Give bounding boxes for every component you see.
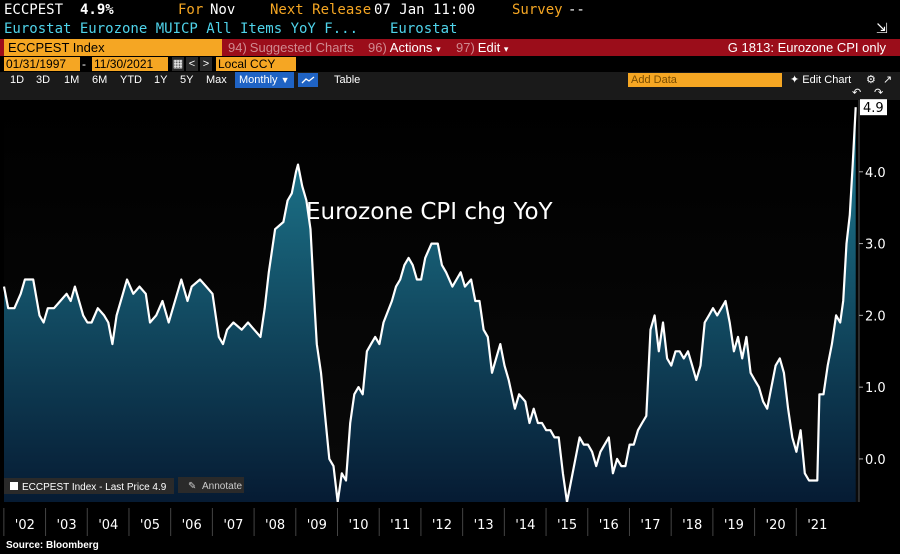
next-release-label: Next Release bbox=[270, 2, 372, 18]
edit-chart-label: Edit Chart bbox=[802, 74, 852, 86]
y-tick-label: 1.0 bbox=[865, 381, 886, 396]
x-tick-label: '12 bbox=[432, 518, 452, 533]
x-tick-label: '19 bbox=[724, 518, 744, 533]
cpi-area-fill bbox=[4, 107, 856, 502]
for-label: For bbox=[178, 2, 204, 18]
next-period-icon[interactable]: > bbox=[200, 57, 212, 71]
frequency-caret-icon: ▼ bbox=[280, 75, 290, 85]
chart-id-title: G 1813: Eurozone CPI only bbox=[727, 40, 886, 55]
suggested-charts-label: Suggested Charts bbox=[249, 40, 354, 55]
end-date-input[interactable]: 11/30/2021 bbox=[92, 57, 168, 71]
actions-caret-icon: ▾ bbox=[436, 44, 441, 54]
security-description: Eurostat Eurozone MUICP All Items YoY F.… bbox=[4, 21, 359, 37]
add-data-input[interactable]: Add Data bbox=[628, 73, 782, 87]
x-tick-label: '11 bbox=[390, 518, 410, 533]
survey-value: -- bbox=[568, 2, 585, 18]
settings-icon[interactable]: ⚙ bbox=[866, 74, 876, 86]
x-tick-label: '21 bbox=[807, 518, 827, 533]
y-tick-label: 2.0 bbox=[865, 309, 886, 324]
security-field[interactable]: ECCPEST Index bbox=[4, 39, 222, 56]
annotate-pencil-icon: ✎ bbox=[188, 481, 196, 492]
x-tick-label: '17 bbox=[640, 518, 660, 533]
range-6m-button[interactable]: 6M bbox=[92, 74, 108, 86]
frequency-value: Monthly bbox=[239, 74, 278, 86]
range-3d-button[interactable]: 3D bbox=[36, 74, 51, 86]
x-tick-label: '15 bbox=[557, 518, 577, 533]
cpi-series-line bbox=[2, 107, 857, 504]
range-max-button[interactable]: Max bbox=[206, 74, 227, 86]
edit-caret-icon: ▾ bbox=[503, 44, 509, 54]
x-tick-label: '18 bbox=[682, 518, 702, 533]
x-tick-label: '16 bbox=[599, 518, 619, 533]
next-release-value: 07 Jan 11:00 bbox=[374, 2, 476, 18]
edit-chart-button[interactable]: ✦ Edit Chart bbox=[790, 72, 851, 88]
x-tick-label: '02 bbox=[15, 518, 35, 533]
last-price: 4.9% bbox=[80, 2, 114, 18]
redo-icon[interactable]: ↷ bbox=[874, 87, 884, 99]
frequency-select[interactable]: Monthly ▼ bbox=[235, 72, 294, 88]
y-tick-label: 4.0 bbox=[865, 166, 886, 181]
line-chart-icon[interactable] bbox=[298, 73, 318, 87]
legend-swatch bbox=[10, 482, 18, 490]
suggested-charts-number: 94) bbox=[228, 40, 247, 55]
y-tick-label: 3.0 bbox=[865, 238, 886, 253]
edit-label: Edit bbox=[477, 40, 501, 55]
export-icon[interactable]: ↗ bbox=[883, 74, 893, 86]
x-tick-label: '08 bbox=[265, 518, 285, 533]
x-tick-label: '06 bbox=[182, 518, 202, 533]
range-1y-button[interactable]: 1Y bbox=[154, 74, 168, 86]
share-icon[interactable]: ⇲ bbox=[876, 20, 888, 36]
x-tick-label: '10 bbox=[348, 518, 368, 533]
start-date-input[interactable]: 01/31/1997 bbox=[4, 57, 80, 71]
legend-label: ECCPEST Index - Last Price 4.9 bbox=[22, 482, 167, 493]
source-footnote: Source: Bloomberg bbox=[6, 540, 99, 551]
currency-select[interactable]: Local CCY bbox=[216, 57, 296, 71]
last-value-label: 4.9 bbox=[863, 101, 884, 116]
range-ytd-button[interactable]: YTD bbox=[120, 74, 142, 86]
x-tick-label: '05 bbox=[140, 518, 160, 533]
undo-icon[interactable]: ↶ bbox=[852, 87, 862, 99]
annotate-background bbox=[178, 477, 244, 493]
x-tick-label: '07 bbox=[223, 518, 243, 533]
range-1m-button[interactable]: 1M bbox=[64, 74, 80, 86]
calendar-icon[interactable]: ▦ bbox=[172, 57, 184, 71]
ticker-label: ECCPEST bbox=[4, 2, 64, 18]
legend-background bbox=[4, 478, 174, 494]
wrench-icon: ✦ bbox=[790, 74, 800, 86]
annotate-label: Annotate bbox=[202, 481, 242, 492]
range-1d-button[interactable]: 1D bbox=[10, 74, 25, 86]
annotate-button: ✎ Annotate bbox=[178, 477, 244, 493]
chart-title: Eurozone CPI chg YoY bbox=[306, 199, 554, 225]
x-axis-band bbox=[4, 502, 859, 538]
date-range-separator: - bbox=[82, 57, 86, 71]
x-tick-label: '14 bbox=[515, 518, 535, 533]
x-tick-label: '20 bbox=[766, 518, 786, 533]
suggested-charts-button[interactable]: 94) Suggested Charts bbox=[228, 39, 354, 56]
x-tick-label: '04 bbox=[98, 518, 118, 533]
actions-menu[interactable]: 96) Actions ▾ bbox=[368, 39, 441, 56]
x-tick-label: '09 bbox=[307, 518, 327, 533]
actions-label: Actions bbox=[389, 40, 433, 55]
edit-menu[interactable]: 97) Edit ▾ bbox=[456, 39, 508, 56]
survey-label: Survey bbox=[512, 2, 563, 18]
table-view-button[interactable]: Table bbox=[334, 74, 361, 86]
y-tick-label: 0.0 bbox=[865, 453, 886, 468]
data-source-name: Eurostat bbox=[390, 21, 458, 37]
actions-number: 96) bbox=[368, 40, 387, 55]
legend-box: ECCPEST Index - Last Price 4.9 bbox=[4, 478, 174, 494]
x-tick-label: '03 bbox=[56, 518, 76, 533]
last-value-box bbox=[860, 99, 887, 116]
for-value: Nov bbox=[210, 2, 236, 18]
range-5y-button[interactable]: 5Y bbox=[180, 74, 194, 86]
edit-number: 97) bbox=[456, 40, 475, 55]
currency-value: Local CCY bbox=[218, 57, 276, 71]
prev-period-icon[interactable]: < bbox=[186, 57, 198, 71]
x-tick-label: '13 bbox=[474, 518, 494, 533]
